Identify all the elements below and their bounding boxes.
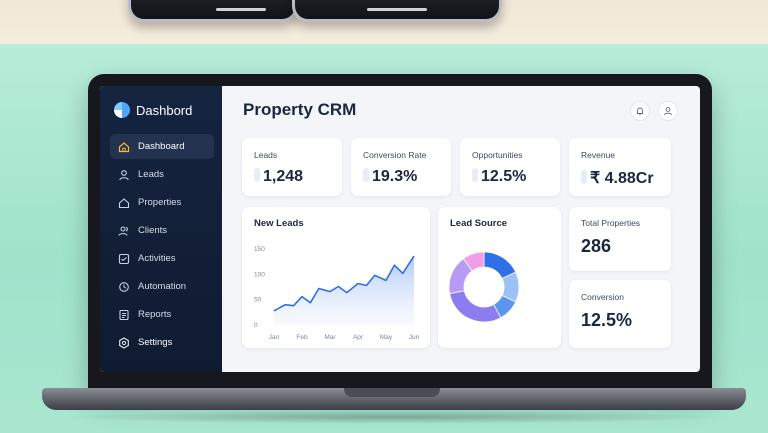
kpi-label: Leads bbox=[254, 150, 278, 160]
kpi-value: 19.3% bbox=[363, 168, 417, 186]
automation-icon bbox=[118, 281, 130, 293]
sidebar-item-properties[interactable]: Properties bbox=[110, 190, 214, 215]
sidebar-item-label: Leads bbox=[138, 169, 164, 180]
laptop-shadow bbox=[60, 410, 728, 424]
x-tick-label: May bbox=[380, 334, 393, 341]
x-tick-label: Jan bbox=[269, 334, 280, 341]
kpi-value: ₹ 4.88Cr bbox=[581, 168, 654, 188]
kpi-label: Revenue bbox=[581, 150, 616, 160]
area-fill bbox=[274, 256, 414, 325]
x-tick-label: Mar bbox=[324, 334, 336, 341]
new-leads-card: New Leads 150 100 50 0 Jan Feb Mar Apr May Jun bbox=[242, 207, 430, 348]
sidebar-item-label: Properties bbox=[138, 197, 182, 208]
user-icon bbox=[118, 169, 130, 181]
bell-icon bbox=[636, 107, 644, 116]
sidebar-item-leads[interactable]: Leads bbox=[110, 162, 214, 187]
y-tick-label: 100 bbox=[254, 271, 265, 278]
x-tick-label: Apr bbox=[353, 334, 364, 341]
phone-device bbox=[292, 0, 502, 22]
sidebar-item-label: Activities bbox=[138, 253, 176, 264]
photo-background-top bbox=[0, 0, 768, 44]
laptop-notch bbox=[344, 388, 440, 397]
logo-icon bbox=[114, 102, 130, 118]
sidebar-item-label: Clients bbox=[138, 225, 168, 236]
profile-button[interactable] bbox=[658, 101, 678, 121]
series-line bbox=[273, 255, 415, 312]
card-value: 12.5% bbox=[581, 310, 633, 330]
main-content: Property CRM Leads 1,248 Conversion Rate… bbox=[222, 86, 700, 372]
phone-device bbox=[128, 0, 298, 22]
kpi-card-leads[interactable]: Leads 1,248 bbox=[242, 138, 342, 196]
chart-title: Lead Source bbox=[450, 218, 508, 229]
user-icon bbox=[664, 107, 672, 116]
y-tick-label: 0 bbox=[254, 322, 258, 329]
sidebar-item-activities[interactable]: Activities bbox=[110, 246, 214, 271]
sidebar-item-label: Automation bbox=[138, 281, 187, 292]
notifications-button[interactable] bbox=[630, 101, 650, 121]
kpi-card-opportunities[interactable]: Opportunities 12.5% bbox=[460, 138, 560, 196]
kpi-card-conversion-rate[interactable]: Conversion Rate 19.3% bbox=[351, 138, 451, 196]
sidebar-item-label: Settings bbox=[138, 337, 173, 348]
x-tick-label: Jun bbox=[409, 334, 420, 341]
x-tick-label: Feb bbox=[296, 334, 308, 341]
laptop-screen: Dashbord Dashboard Leads Properties Clie… bbox=[100, 86, 700, 372]
sidebar: Dashbord Dashboard Leads Properties Clie… bbox=[100, 86, 222, 372]
card-value: 286 bbox=[581, 236, 612, 256]
card-label: Total Properties bbox=[581, 218, 641, 228]
brand-name: Dashbord bbox=[136, 102, 193, 118]
building-icon bbox=[118, 197, 130, 209]
pie-slice bbox=[462, 251, 485, 272]
conversion-card[interactable]: Conversion 12.5% bbox=[569, 280, 671, 348]
y-tick-label: 150 bbox=[254, 246, 265, 253]
sidebar-item-label: Dashboard bbox=[138, 141, 185, 152]
card-label: Conversion bbox=[581, 292, 624, 302]
donut-hole bbox=[465, 268, 503, 306]
kpi-value: 1,248 bbox=[254, 168, 303, 186]
activity-icon bbox=[118, 253, 130, 265]
total-properties-card[interactable]: Total Properties 286 bbox=[569, 207, 671, 271]
sidebar-item-clients[interactable]: Clients bbox=[110, 218, 214, 243]
brand[interactable]: Dashbord bbox=[114, 102, 192, 118]
sidebar-nav: Dashboard Leads Properties Clients Activ… bbox=[110, 134, 214, 358]
lead-source-card: Lead Source bbox=[438, 207, 561, 348]
home-icon bbox=[118, 141, 130, 153]
kpi-label: Opportunities bbox=[472, 150, 523, 160]
sidebar-item-dashboard[interactable]: Dashboard bbox=[110, 134, 214, 159]
users-icon bbox=[118, 225, 130, 237]
laptop-base bbox=[42, 388, 746, 410]
kpi-label: Conversion Rate bbox=[363, 150, 427, 160]
kpi-value: 12.5% bbox=[472, 168, 526, 186]
gear-icon bbox=[118, 336, 130, 349]
sidebar-item-settings[interactable]: Settings bbox=[110, 330, 214, 355]
sidebar-item-label: Reports bbox=[138, 309, 172, 320]
report-icon bbox=[118, 309, 130, 321]
new-leads-chart: 150 100 50 0 Jan Feb Mar Apr May Jun bbox=[254, 246, 420, 341]
sidebar-item-automation[interactable]: Automation bbox=[110, 274, 214, 299]
page-title: Property CRM bbox=[243, 100, 357, 119]
lead-source-donut bbox=[448, 251, 520, 323]
kpi-card-revenue[interactable]: Revenue ₹ 4.88Cr bbox=[569, 138, 671, 196]
y-tick-label: 50 bbox=[254, 297, 262, 304]
sidebar-item-reports[interactable]: Reports bbox=[110, 302, 214, 327]
chart-title: New Leads bbox=[254, 218, 304, 229]
